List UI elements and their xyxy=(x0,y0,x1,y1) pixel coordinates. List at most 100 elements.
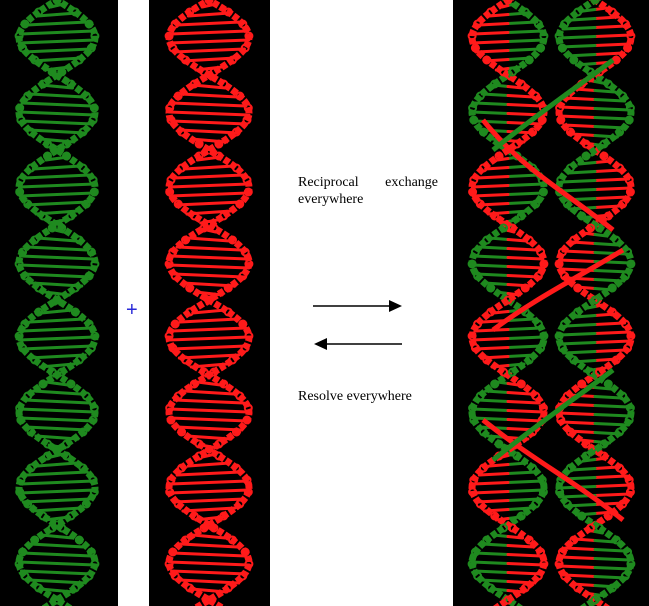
base-pair xyxy=(207,238,232,243)
base-pair xyxy=(506,265,546,270)
base-pair xyxy=(207,317,240,322)
sugar-ring xyxy=(86,547,96,557)
sugar-ring xyxy=(531,91,541,101)
base-pair xyxy=(581,8,597,13)
sugar-ring xyxy=(185,307,195,317)
sugar-ring xyxy=(475,391,485,401)
sugar-ring xyxy=(20,571,30,581)
sugar-ring xyxy=(482,355,492,365)
sugar-ring xyxy=(468,487,478,497)
sugar-ring xyxy=(590,0,600,5)
base-pair xyxy=(563,546,597,551)
base-pair xyxy=(207,479,249,484)
sugar-ring xyxy=(625,103,635,113)
sugar-ring xyxy=(565,163,575,173)
sugar-ring xyxy=(240,343,250,353)
sugar-ring xyxy=(231,163,241,173)
base-pair xyxy=(55,29,96,34)
base-pair xyxy=(557,258,597,263)
sugar-ring xyxy=(209,223,219,233)
base-pair xyxy=(175,22,211,27)
sugar-ring xyxy=(554,259,564,269)
base-pair xyxy=(207,497,246,502)
sugar-ring xyxy=(625,187,635,197)
sugar-ring xyxy=(15,103,25,113)
sugar-ring xyxy=(531,391,541,401)
base-pair xyxy=(207,130,241,135)
base-pair xyxy=(593,269,632,274)
sugar-ring xyxy=(52,595,62,605)
base-pair xyxy=(167,490,211,495)
plus-sign: + xyxy=(126,299,138,321)
sugar-ring xyxy=(166,415,176,425)
sugar-ring xyxy=(189,211,199,221)
sugar-ring xyxy=(577,511,587,521)
sugar-ring xyxy=(70,307,80,317)
sugar-ring xyxy=(170,19,180,29)
sugar-ring xyxy=(74,235,84,245)
base-pair xyxy=(55,256,96,261)
sugar-ring xyxy=(508,67,517,77)
base-pair xyxy=(207,326,248,331)
sugar-ring xyxy=(475,499,485,509)
base-pair xyxy=(557,564,597,569)
base-pair xyxy=(27,578,59,583)
sugar-ring xyxy=(84,571,94,581)
sugar-ring xyxy=(538,403,548,413)
base-pair xyxy=(471,193,510,198)
recombined-dna-panel xyxy=(453,0,649,606)
base-pair xyxy=(593,242,620,247)
sugar-ring xyxy=(516,79,526,89)
sugar-ring xyxy=(618,91,628,101)
sugar-ring xyxy=(57,223,67,233)
base-pair xyxy=(172,49,211,54)
sugar-ring xyxy=(26,427,36,437)
base-pair xyxy=(470,337,510,342)
sugar-ring xyxy=(52,0,62,5)
sugar-ring xyxy=(43,439,52,449)
sugar-ring xyxy=(554,559,564,569)
sugar-ring xyxy=(23,499,33,509)
sugar-ring xyxy=(603,379,613,389)
sugar-ring xyxy=(204,295,214,305)
sugar-ring xyxy=(89,487,99,497)
sugar-ring xyxy=(531,199,541,209)
sugar-ring xyxy=(86,343,96,353)
sugar-ring xyxy=(194,151,204,161)
base-pair xyxy=(25,22,59,27)
sugar-ring xyxy=(194,439,204,449)
green-dna-helix xyxy=(14,0,100,606)
sugar-ring xyxy=(74,55,84,65)
sugar-ring xyxy=(499,367,508,377)
sugar-ring xyxy=(199,523,209,533)
base-pair xyxy=(207,112,251,117)
sugar-ring xyxy=(562,199,572,209)
base-pair xyxy=(479,355,510,360)
base-pair xyxy=(470,110,510,115)
sugar-ring xyxy=(618,391,628,401)
sugar-ring xyxy=(603,511,613,521)
sugar-ring xyxy=(14,559,24,569)
helix-group xyxy=(467,0,549,606)
base-pair xyxy=(55,173,92,178)
base-pair xyxy=(18,481,59,486)
sugar-ring xyxy=(473,271,483,281)
base-pair xyxy=(167,263,211,268)
sugar-ring xyxy=(615,127,625,137)
sugar-ring xyxy=(74,355,84,365)
base-pair xyxy=(55,382,70,387)
sugar-ring xyxy=(38,511,48,521)
base-pair xyxy=(20,328,59,333)
base-pair xyxy=(506,94,536,99)
sugar-ring xyxy=(15,187,25,197)
sugar-ring xyxy=(486,583,496,593)
base-pair xyxy=(207,391,236,396)
sugar-ring xyxy=(512,451,522,461)
base-pair xyxy=(207,103,248,108)
base-pair xyxy=(17,490,59,495)
sugar-ring xyxy=(170,571,180,581)
base-pair xyxy=(30,58,59,63)
red-dna-helix xyxy=(164,0,254,606)
sugar-ring xyxy=(219,511,229,521)
left-arrow-icon xyxy=(314,338,402,350)
